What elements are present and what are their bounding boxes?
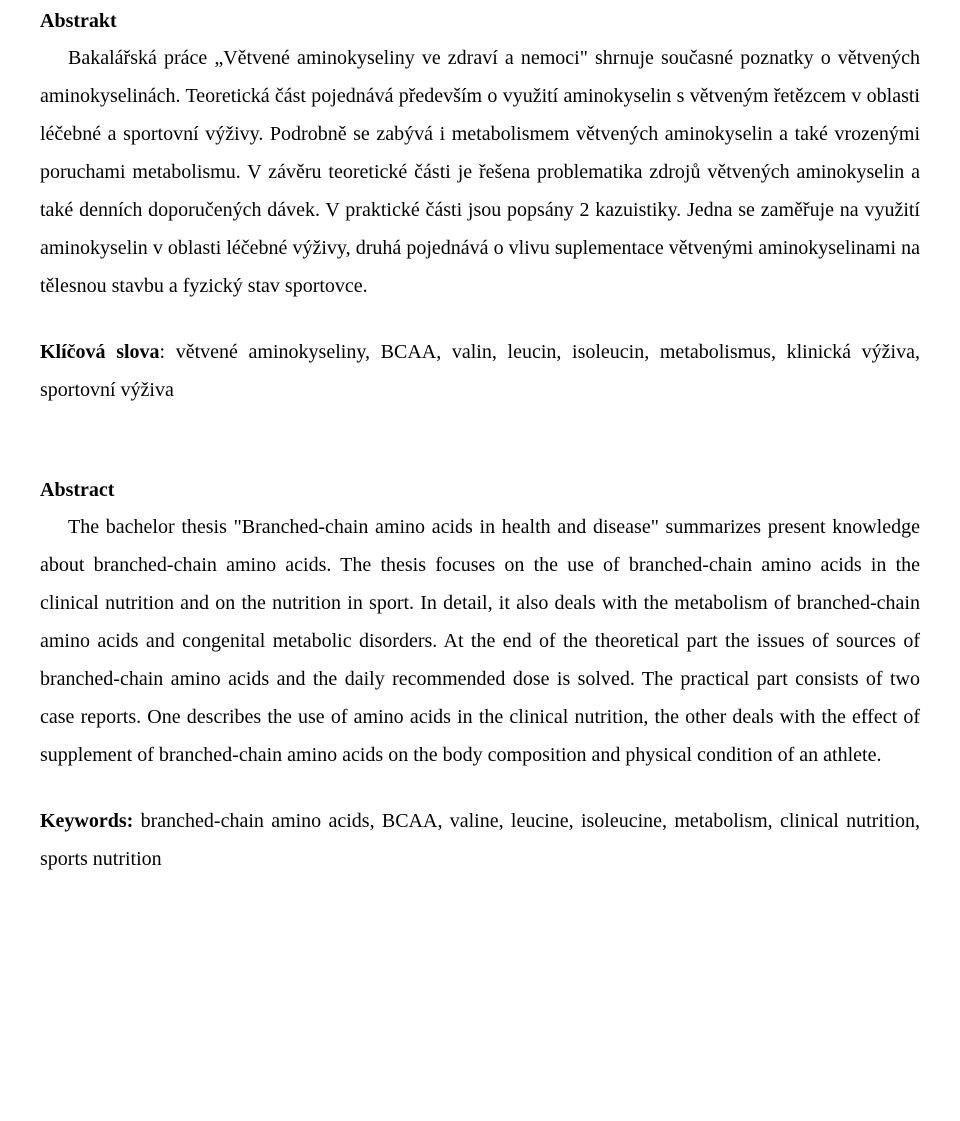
abstrakt-keywords-label: Klíčová slova xyxy=(40,341,160,363)
abstract-heading: Abstract xyxy=(40,479,920,502)
section-gap xyxy=(40,409,920,479)
abstrakt-body: Bakalářská práce „Větvené aminokyseliny … xyxy=(40,39,920,305)
abstract-body: The bachelor thesis "Branched-chain amin… xyxy=(40,508,920,774)
abstrakt-heading: Abstrakt xyxy=(40,10,920,33)
abstract-keywords-label: Keywords: xyxy=(40,810,133,832)
abstract-keywords-text: branched-chain amino acids, BCAA, valine… xyxy=(40,810,920,870)
abstrakt-keywords: Klíčová slova: větvené aminokyseliny, BC… xyxy=(40,333,920,409)
abstract-keywords: Keywords: branched-chain amino acids, BC… xyxy=(40,802,920,878)
document-page: Abstrakt Bakalářská práce „Větvené amino… xyxy=(0,0,960,1121)
abstrakt-keywords-text: : větvené aminokyseliny, BCAA, valin, le… xyxy=(40,341,920,401)
